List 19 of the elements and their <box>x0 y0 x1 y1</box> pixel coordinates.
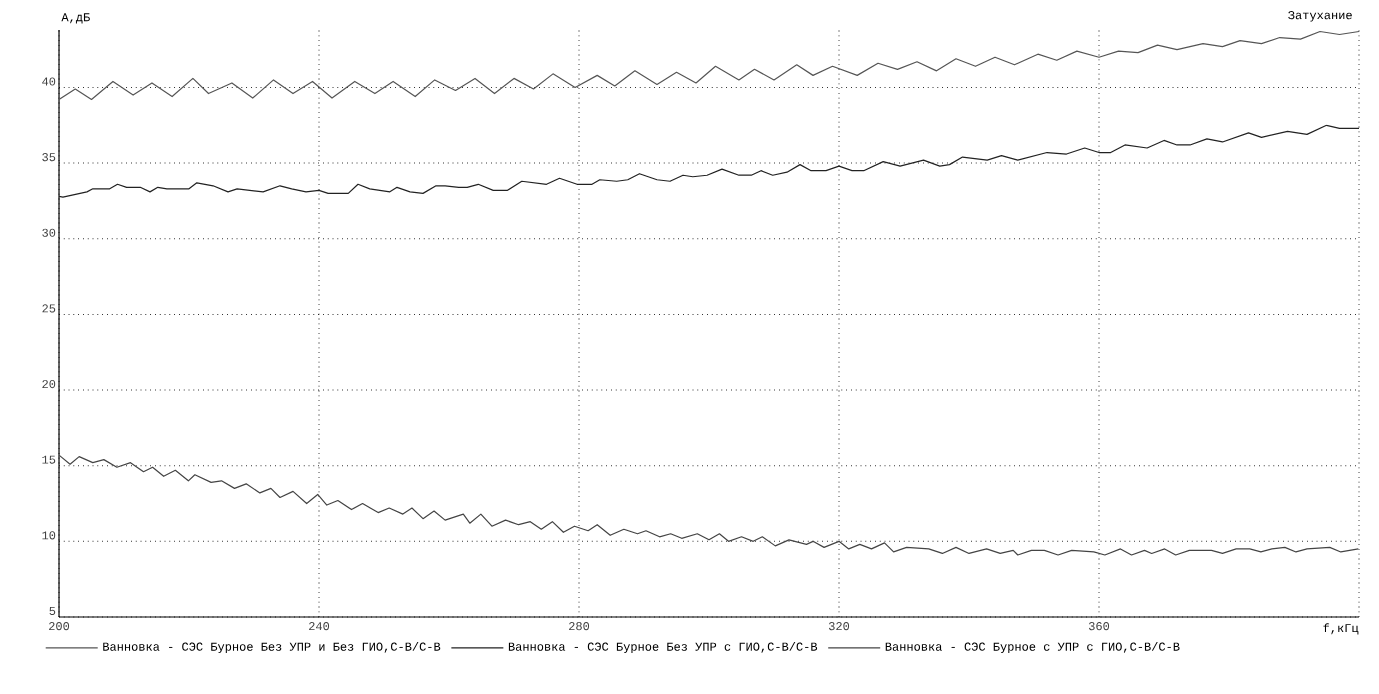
legend-label: Ванновка - СЭС Бурное Без УПР и Без ГИО,С-В/С-В <box>103 641 441 654</box>
y-axis-title: А,дБ <box>61 13 90 24</box>
y-tick-label: 40 <box>42 77 56 86</box>
y-tick-label: 10 <box>42 531 56 540</box>
y-tick-label: 30 <box>42 228 56 237</box>
y-tick-label: 35 <box>42 153 56 162</box>
legend-label: Ванновка - СЭС Бурное с УПР с ГИО,С-В/С-В <box>885 641 1180 654</box>
legend-label: Ванновка - СЭС Бурное Без УПР с ГИО,С-В/С-В <box>508 641 818 654</box>
y-tick-label: 5 <box>49 606 56 615</box>
x-axis-title: f,кГц <box>1323 623 1359 635</box>
x-tick-label: 240 <box>309 622 330 631</box>
x-tick-label: 200 <box>49 622 70 631</box>
chart-title: Затухание <box>1288 11 1352 22</box>
x-tick-label: 280 <box>569 622 590 631</box>
y-tick-label: 15 <box>42 455 56 464</box>
y-tick-label: 20 <box>42 379 56 389</box>
x-tick-label: 320 <box>828 622 850 631</box>
y-tick-label: 25 <box>42 304 56 313</box>
x-tick-label: 360 <box>1088 622 1110 631</box>
